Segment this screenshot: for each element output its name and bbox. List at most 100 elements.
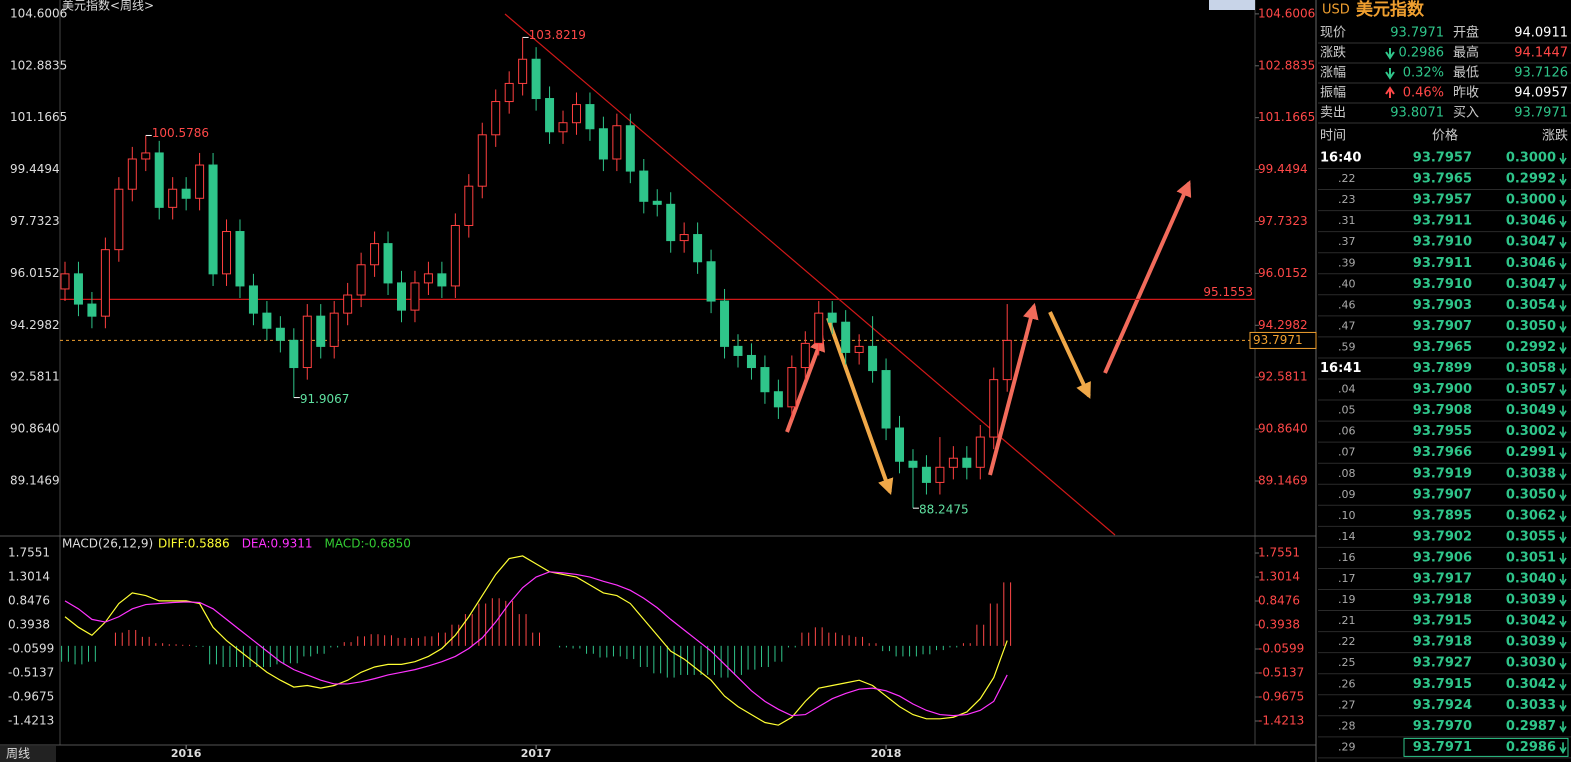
trade-arrow (1559, 531, 1567, 544)
candle-body (181, 188, 191, 199)
trade-price: 93.7915 (1413, 677, 1472, 692)
candle-body (746, 354, 756, 369)
candle-body (477, 134, 487, 187)
trade-change: 0.3058 (1506, 361, 1556, 376)
trade-change: 0.3002 (1506, 424, 1556, 439)
quote-cell: 93.7971 (1514, 106, 1568, 121)
y-tick-label-right: -1.4213 (1258, 714, 1304, 728)
y-tick-label-right: 104.6006 (1258, 6, 1315, 20)
candle-body (962, 457, 972, 468)
arrows (785, 180, 1192, 496)
trade-arrow (1559, 658, 1567, 670)
candle-body (195, 164, 205, 199)
y-tick-label-right: 0.8476 (1258, 594, 1300, 608)
trade-change: 0.3038 (1506, 466, 1556, 481)
candle-body (558, 122, 568, 133)
trade-time: .22 (1338, 635, 1356, 648)
trade-price: 93.7927 (1413, 656, 1472, 671)
last-price-box (1249, 331, 1317, 349)
period-tab[interactable]: 周线 (6, 747, 30, 761)
trade-arrow (1559, 637, 1567, 649)
trade-time: 16:40 (1320, 151, 1361, 166)
trade-arrow (1559, 742, 1567, 754)
y-tick-label-right: -0.9675 (1258, 690, 1304, 704)
candle-body (612, 125, 622, 160)
trade-change: 0.3000 (1506, 193, 1556, 208)
candle-body (545, 98, 555, 133)
toolbar-icons[interactable] (1209, 0, 1255, 10)
trade-time: .10 (1338, 509, 1356, 522)
y-tick-label: 94.2982 (10, 318, 60, 332)
trade-time: .14 (1338, 530, 1356, 543)
candle-body (141, 152, 151, 160)
trade-arrow (1559, 510, 1567, 523)
trade-change: 0.3046 (1506, 256, 1556, 271)
candle-body (504, 82, 514, 103)
trade-time: .21 (1338, 614, 1356, 627)
candle-body (248, 285, 258, 314)
trade-time: .04 (1338, 383, 1356, 396)
trade-time: .26 (1338, 677, 1356, 690)
trend-arrow (1385, 68, 1395, 80)
trade-price: 93.7903 (1413, 298, 1472, 313)
trade-price: 93.7911 (1413, 214, 1472, 229)
trade-time: .46 (1338, 298, 1356, 311)
candle-body (450, 224, 460, 287)
trade-time: .59 (1338, 340, 1356, 353)
trade-change: 0.3054 (1506, 298, 1556, 313)
candle-body (598, 128, 608, 160)
quote-cell: 0.46% (1403, 86, 1444, 101)
trade-arrow (1559, 174, 1567, 186)
trade-change: 0.2991 (1506, 445, 1556, 460)
trade-price: 93.7924 (1413, 698, 1472, 713)
trade-change: 0.3050 (1506, 319, 1556, 334)
y-tick-label-right: -0.5137 (1258, 666, 1304, 680)
candle-body (302, 315, 312, 369)
quote-cell: 振幅 (1320, 86, 1346, 101)
candle-body (518, 58, 528, 84)
trade-time: .39 (1338, 256, 1356, 269)
period-tab-box[interactable] (0, 746, 56, 762)
trade-change: 0.3030 (1506, 656, 1556, 671)
trade-change: 0.3047 (1506, 277, 1556, 292)
trade-time: .47 (1338, 319, 1356, 332)
candle-body (73, 273, 83, 305)
trade-price: 93.7919 (1413, 466, 1472, 481)
arrow (785, 335, 826, 433)
trade-change: 0.2992 (1506, 172, 1556, 187)
y-tick-label: 92.5811 (10, 370, 60, 384)
trade-change: 0.2986 (1506, 740, 1556, 755)
candle-body (625, 125, 635, 172)
trade-price: 93.7970 (1413, 719, 1472, 734)
quote-symbol: USD (1322, 3, 1350, 18)
candle-body (800, 342, 810, 369)
y-tick-label: 102.8835 (10, 58, 67, 72)
quote-cell: 94.0911 (1514, 26, 1568, 41)
trade-arrow (1559, 321, 1567, 333)
trade-price: 93.7955 (1413, 424, 1472, 439)
trade-price: 93.7902 (1413, 529, 1472, 544)
trade-price: 93.7910 (1413, 277, 1472, 292)
trade-price: 93.7900 (1413, 382, 1472, 397)
extreme-label: 103.8219 (529, 28, 586, 42)
indicator-value: DEA:0.9311 (242, 537, 313, 551)
candle-body (679, 234, 689, 242)
current-row-highlight (1403, 737, 1569, 757)
trade-change: 0.3040 (1506, 572, 1556, 587)
candle-body (706, 261, 716, 302)
y-tick-label: 96.0152 (10, 266, 60, 280)
y-tick-label-right: 89.1469 (1258, 473, 1308, 487)
trades-header: 涨跌 (1542, 128, 1568, 144)
trade-time: 16:41 (1320, 361, 1361, 376)
trade-change: 0.3042 (1506, 677, 1556, 692)
y-tick-label-right: 0.3938 (1258, 618, 1300, 632)
y-tick-label: 1.3014 (8, 570, 50, 584)
trade-time: .17 (1338, 572, 1356, 585)
indicator-value: DIFF:0.5886 (158, 537, 230, 551)
y-tick-label: 90.8640 (10, 422, 60, 436)
extreme-label: 91.9067 (300, 392, 350, 406)
trend-line (504, 13, 1116, 536)
y-tick-label-right: 99.4494 (1258, 162, 1308, 176)
quote-cell: 94.0957 (1514, 86, 1568, 101)
